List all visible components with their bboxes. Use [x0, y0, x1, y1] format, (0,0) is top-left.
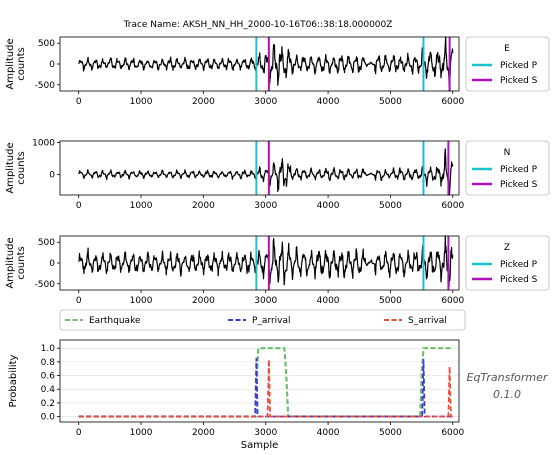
x-tick-label: 0 [76, 428, 82, 438]
y-tick-label: 500 [38, 39, 55, 49]
x-tick-label: 6000 [441, 97, 464, 107]
y-tick-label: 500 [38, 238, 55, 248]
y-axis-label: Probability [8, 354, 19, 407]
x-tick-label: 0 [76, 97, 82, 107]
y-tick-label: 1.0 [41, 344, 56, 354]
x-tick-label: 3000 [254, 201, 277, 211]
legend-picked-s-label: Picked S [500, 275, 538, 285]
y-axis-label-line: Amplitude [5, 142, 16, 193]
x-tick-label: 2000 [192, 296, 215, 306]
y-axis-label-line: Amplitude [5, 237, 16, 288]
x-axis-label: Sample [241, 440, 279, 451]
x-tick-label: 5000 [379, 428, 402, 438]
y-tick-label: 0 [49, 60, 55, 70]
y-tick-label: -500 [35, 81, 56, 91]
legend-picked-s-label: Picked S [500, 180, 538, 190]
y-axis-label-line: counts [16, 151, 27, 184]
y-tick-label: 0.8 [41, 358, 56, 368]
y-tick-label: 0.0 [41, 413, 56, 423]
x-tick-label: 3000 [254, 296, 277, 306]
series-earthquake [78, 347, 453, 418]
legend-label: P_arrival [252, 316, 291, 326]
x-tick-label: 4000 [317, 296, 340, 306]
x-tick-label: 5000 [379, 296, 402, 306]
x-tick-label: 2000 [192, 97, 215, 107]
y-tick-label: 0.6 [41, 372, 56, 382]
y-axis-label-line: Probability [8, 354, 19, 407]
x-tick-label: 0 [76, 296, 82, 306]
x-tick-label: 4000 [317, 201, 340, 211]
legend: N Picked P Picked S [465, 140, 550, 196]
legend-picked-p-label: Picked P [500, 61, 538, 71]
legend-channel-label: E [504, 44, 510, 54]
seismic-trace [78, 148, 454, 196]
model-name-label: EqTransformer [467, 371, 549, 384]
series-p-arrival [78, 357, 453, 418]
x-tick-label: 2000 [192, 201, 215, 211]
axes-frame [59, 140, 460, 196]
seismic-trace [78, 235, 454, 288]
legend-box [465, 235, 550, 291]
x-tick-label: 1000 [130, 428, 153, 438]
y-tick-label: 1000 [32, 139, 55, 149]
y-axis-label-line: Amplitude [5, 38, 16, 89]
y-axis-label: Amplitudecounts [5, 237, 27, 288]
z-channel-panel: 0 1000 2000 3000 4000 5000 6000 -500 0 500 Amplitu… [5, 235, 550, 306]
x-tick-label: 6000 [441, 201, 464, 211]
legend-label: Earthquake [89, 316, 141, 326]
legend-picked-p-label: Picked P [500, 165, 538, 175]
legend-box [465, 140, 550, 196]
series-s-arrival [78, 358, 453, 418]
x-tick-label: 3000 [254, 428, 277, 438]
y-axis-label-line: counts [16, 246, 27, 279]
x-tick-label: 5000 [379, 201, 402, 211]
figure-title: Trace Name: AKSH_NN_HH_2000-10-16T06::38… [123, 20, 393, 30]
legend: E Picked P Picked S [465, 36, 550, 92]
x-tick-label: 2000 [192, 428, 215, 438]
axes-frame [59, 339, 460, 423]
probability-panel: 0 1000 2000 3000 4000 5000 6000 0.0 0.2 0.4 0.6 0.8… [8, 309, 466, 451]
model-version-label: 0.1.0 [493, 388, 521, 401]
y-tick-label: 0.4 [41, 385, 56, 395]
seismic-trace [78, 36, 454, 92]
legend-picked-s-label: Picked S [500, 76, 538, 86]
legend-picked-p-label: Picked P [500, 260, 538, 270]
legend: Z Picked P Picked S [465, 235, 550, 291]
x-tick-label: 1000 [130, 97, 153, 107]
x-tick-label: 6000 [441, 296, 464, 306]
legend-label: S_arrival [408, 316, 447, 326]
y-tick-label: -500 [35, 280, 56, 290]
x-tick-label: 1000 [130, 201, 153, 211]
x-tick-label: 5000 [379, 97, 402, 107]
x-tick-label: 3000 [254, 97, 277, 107]
legend: Earthquake P_arrival S_arrival [59, 309, 466, 331]
legend-channel-label: Z [504, 243, 510, 253]
x-tick-label: 6000 [441, 428, 464, 438]
y-axis-label: Amplitudecounts [5, 142, 27, 193]
x-tick-label: 0 [76, 201, 82, 211]
y-axis-label-line: counts [16, 47, 27, 80]
legend-channel-label: N [504, 148, 511, 158]
legend-box [465, 36, 550, 92]
y-tick-label: 0.2 [41, 399, 55, 409]
legend-box [59, 309, 466, 331]
x-tick-label: 1000 [130, 296, 153, 306]
y-tick-label: 0 [49, 259, 55, 269]
n-channel-panel: 0 1000 2000 3000 4000 5000 6000 0 1000 Amplitudec… [5, 139, 550, 211]
y-tick-label: 0 [49, 170, 55, 180]
e-channel-panel: 0 1000 2000 3000 4000 5000 6000 -500 0 500 Amplitu… [5, 36, 550, 107]
x-tick-label: 4000 [317, 97, 340, 107]
y-axis-label: Amplitudecounts [5, 38, 27, 89]
x-tick-label: 4000 [317, 428, 340, 438]
